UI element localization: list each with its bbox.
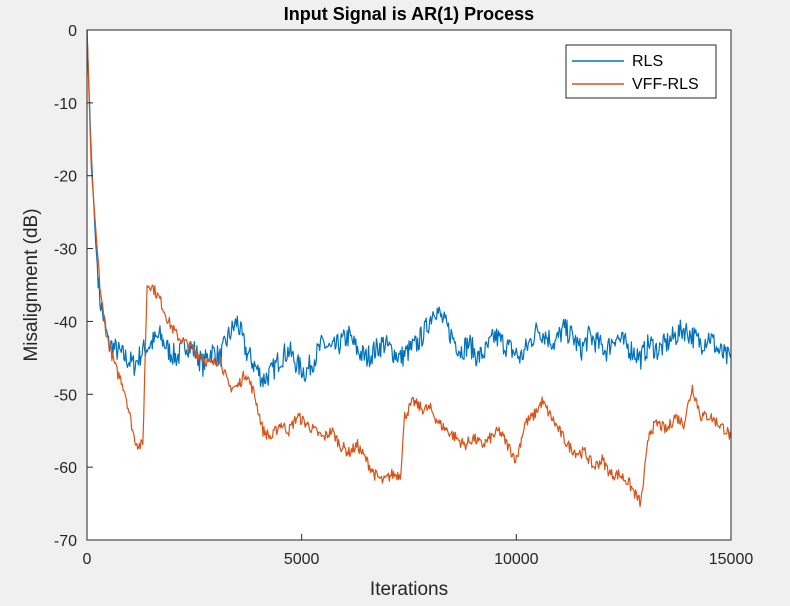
y-tick-label: -60: [54, 460, 77, 477]
legend-label-vff-rls: VFF-RLS: [632, 76, 699, 93]
y-tick-label: -30: [54, 242, 77, 259]
series-layer: [86, 29, 732, 508]
x-tick-label: 15000: [709, 551, 754, 568]
y-tick-label: -50: [54, 387, 77, 404]
series-line-vff-rls: [86, 29, 732, 508]
legend-label-rls: RLS: [632, 53, 663, 70]
y-tick-label: 0: [68, 23, 77, 40]
y-tick-label: -70: [54, 533, 77, 550]
y-tick-label: -20: [54, 169, 77, 186]
y-axis-label: Misalignment (dB): [21, 208, 42, 361]
chart-title: Input Signal is AR(1) Process: [284, 4, 534, 24]
plot-area: [87, 30, 731, 540]
plot-frame: [86, 29, 732, 541]
x-tick-label: 10000: [494, 551, 539, 568]
legend-box: [565, 44, 717, 99]
legend: RLS VFF-RLS: [565, 44, 717, 99]
x-tick-label: 5000: [284, 551, 320, 568]
series-line-rls: [86, 29, 732, 388]
y-tick-label: -40: [54, 314, 77, 331]
x-axis-label: Iterations: [370, 579, 448, 600]
x-tick-label: 0: [83, 551, 92, 568]
y-tick-label: -10: [54, 96, 77, 113]
axes-layer: 0 5000 10000 15000 0 -10 -20 -30 -40 -50 -60 -70: [54, 23, 753, 568]
